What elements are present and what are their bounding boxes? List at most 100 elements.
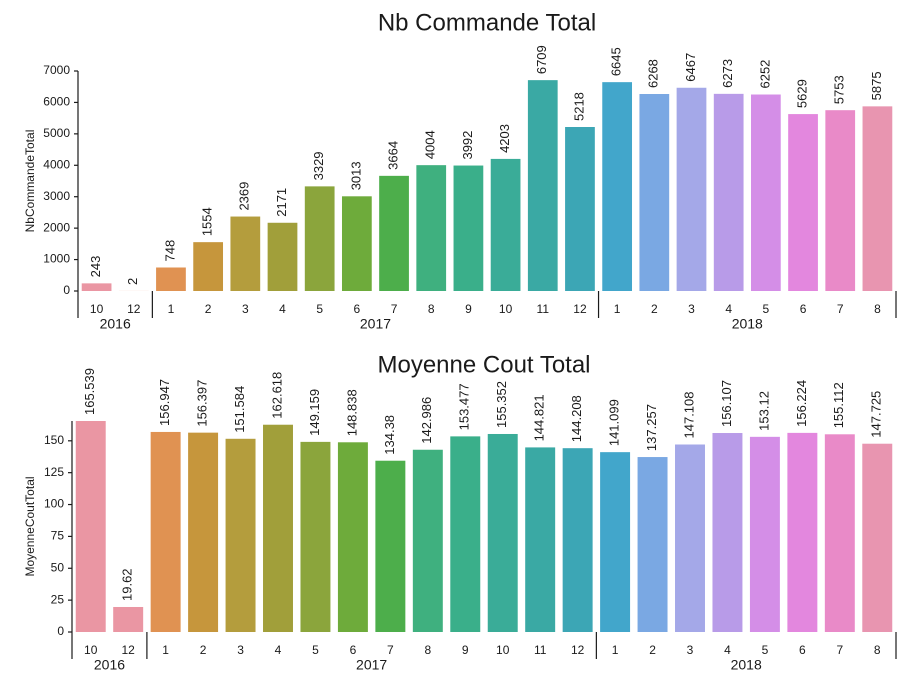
- bar-value-label: 156.107: [719, 380, 734, 427]
- x-tick-label: 4: [275, 643, 282, 657]
- bar-value-label: 243: [88, 256, 103, 278]
- y-tick-label: 100: [44, 497, 64, 511]
- x-tick-label: 6: [800, 302, 807, 316]
- x-tick-label: 7: [387, 643, 394, 657]
- x-tick-label: 1: [614, 302, 621, 316]
- bar-value-label: 5875: [869, 71, 884, 100]
- bar-value-label: 5629: [794, 79, 809, 108]
- y-tick-label: 25: [51, 592, 65, 606]
- bar: [825, 110, 856, 291]
- bar: [490, 158, 521, 291]
- bar-value-label: 6273: [720, 59, 735, 88]
- bar-value-label: 4004: [423, 130, 438, 159]
- y-tick-label: 4000: [43, 157, 70, 171]
- y-tick-label: 3000: [43, 189, 70, 203]
- x-tick-label: 7: [836, 643, 843, 657]
- bar: [75, 421, 106, 632]
- bar-value-label: 137.257: [644, 404, 659, 451]
- x-tick-label: 4: [279, 302, 286, 316]
- bar-value-label: 156.397: [195, 380, 210, 427]
- bar: [712, 433, 743, 632]
- bar-value-label: 6252: [757, 60, 772, 89]
- bar: [602, 82, 633, 292]
- bar-value-label: 153.477: [457, 383, 472, 430]
- bar: [862, 106, 893, 291]
- x-tick-label: 6: [799, 643, 806, 657]
- bar-value-label: 6467: [683, 53, 698, 82]
- bar-value-label: 142.986: [419, 397, 434, 444]
- bar: [453, 165, 484, 291]
- bar: [565, 127, 595, 292]
- bar: [675, 444, 705, 632]
- bar: [416, 165, 447, 291]
- bar-value-label: 148.838: [344, 389, 359, 436]
- bar: [225, 438, 256, 632]
- bar-value-label: 2369: [237, 182, 252, 211]
- bar: [379, 175, 409, 291]
- bar: [412, 449, 443, 632]
- bar: [527, 80, 558, 291]
- x-tick-label: 3: [687, 643, 694, 657]
- y-tick-label: 6000: [43, 95, 70, 109]
- x-tick-label: 8: [874, 302, 881, 316]
- year-group-label: 2017: [356, 657, 387, 673]
- bar: [156, 267, 186, 291]
- x-tick-label: 4: [725, 302, 732, 316]
- bar-value-label: 149.159: [307, 389, 322, 436]
- bar-value-label: 19.62: [120, 568, 135, 601]
- year-group-label: 2016: [94, 657, 125, 673]
- bar: [750, 94, 781, 291]
- x-tick-label: 5: [316, 302, 323, 316]
- x-tick-label: 4: [724, 643, 731, 657]
- y-tick-label: 75: [51, 529, 65, 543]
- bar-value-label: 162.618: [269, 372, 284, 419]
- bar: [375, 460, 406, 632]
- bar-value-label: 2: [125, 278, 140, 285]
- bar: [788, 114, 818, 292]
- x-tick-label: 9: [462, 643, 469, 657]
- y-tick-label: 0: [57, 624, 64, 638]
- bar: [304, 186, 335, 291]
- bar: [487, 433, 518, 632]
- bar-value-label: 2171: [274, 188, 289, 217]
- bar: [562, 448, 593, 632]
- x-tick-label: 3: [242, 302, 249, 316]
- bar-value-label: 147.108: [681, 391, 696, 438]
- bar-value-label: 6709: [534, 45, 549, 74]
- bar: [824, 434, 855, 632]
- bar: [337, 442, 368, 632]
- bar-value-label: 141.099: [607, 399, 622, 446]
- chart-title: Nb Commande Total: [378, 9, 596, 36]
- x-tick-label: 1: [162, 643, 169, 657]
- x-tick-label: 10: [499, 302, 513, 316]
- x-tick-label: 8: [424, 643, 431, 657]
- x-tick-label: 12: [122, 643, 136, 657]
- chart-title: Moyenne Cout Total: [377, 351, 590, 378]
- bar: [150, 431, 181, 632]
- y-axis-label: MoyenneCoutTotal: [23, 476, 37, 576]
- y-tick-label: 2000: [43, 220, 70, 234]
- x-tick-label: 12: [573, 302, 587, 316]
- bar-value-label: 1554: [200, 207, 215, 236]
- x-tick-label: 6: [354, 302, 361, 316]
- x-tick-label: 11: [534, 643, 547, 657]
- bar-value-label: 156.224: [794, 380, 809, 427]
- bar: [267, 222, 298, 291]
- bar: [263, 424, 293, 632]
- x-tick-label: 10: [90, 302, 104, 316]
- x-tick-label: 2: [205, 302, 212, 316]
- x-tick-label: 5: [763, 302, 770, 316]
- year-group-label: 2016: [100, 316, 131, 332]
- year-group-label: 2018: [732, 316, 763, 332]
- x-tick-label: 10: [84, 643, 98, 657]
- x-tick-label: 12: [127, 302, 141, 316]
- x-tick-label: 9: [465, 302, 472, 316]
- bar: [341, 196, 372, 291]
- year-group-label: 2017: [360, 316, 391, 332]
- y-tick-label: 5000: [43, 126, 70, 140]
- bar: [787, 432, 818, 632]
- x-tick-label: 2: [200, 643, 207, 657]
- bar: [676, 87, 707, 291]
- bar-value-label: 165.539: [82, 368, 97, 415]
